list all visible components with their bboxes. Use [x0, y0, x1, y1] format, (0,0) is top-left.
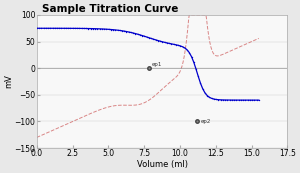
Text: ep1: ep1: [152, 62, 163, 67]
X-axis label: Volume (ml): Volume (ml): [136, 160, 188, 169]
Y-axis label: mV: mV: [4, 75, 13, 88]
Text: ep2: ep2: [201, 119, 211, 124]
Text: Sample Titration Curve: Sample Titration Curve: [42, 4, 178, 14]
